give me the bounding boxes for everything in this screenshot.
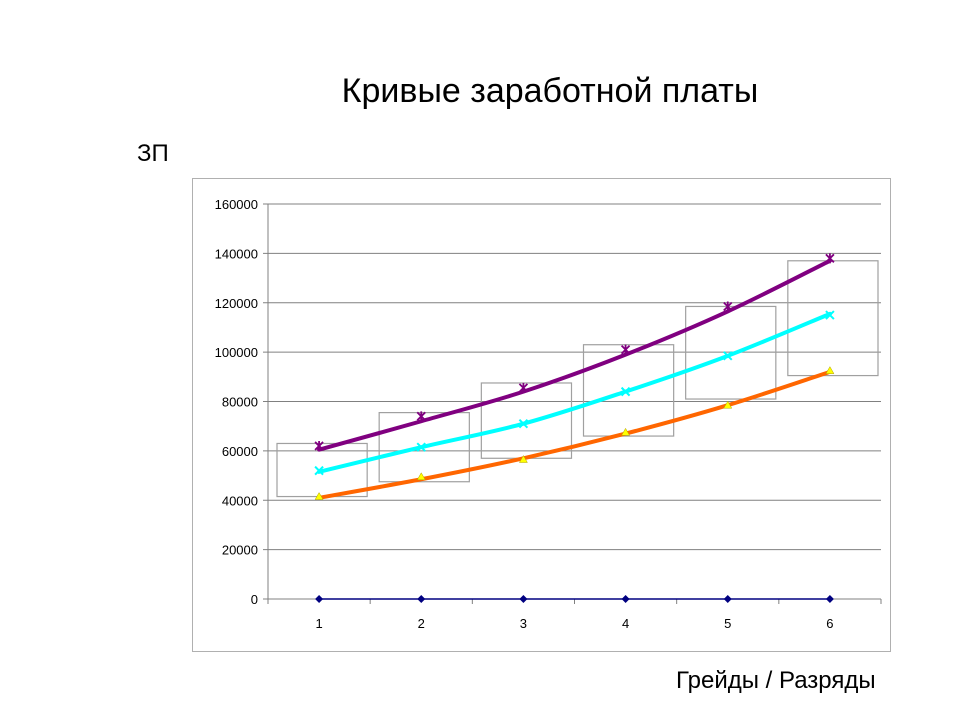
x-tick-label: 1	[315, 616, 322, 631]
y-tick-label: 120000	[215, 296, 258, 311]
chart-title: Кривые заработной платы	[341, 72, 759, 110]
data-point	[825, 310, 835, 320]
chart-area	[192, 178, 891, 652]
data-point	[621, 595, 630, 603]
y-tick-label: 140000	[215, 246, 258, 261]
data-point	[825, 366, 835, 374]
data-point	[314, 465, 324, 476]
data-point	[620, 344, 631, 355]
y-tick-label: 80000	[222, 395, 258, 410]
data-point	[315, 595, 324, 603]
data-point	[416, 472, 426, 481]
grade-range-box	[582, 344, 675, 437]
y-tick-label: 100000	[215, 345, 258, 360]
x-tick-label: 6	[826, 616, 833, 631]
grade-range-box	[685, 305, 777, 400]
data-point	[620, 386, 631, 397]
y-axis-label: ЗП	[137, 140, 169, 167]
data-point	[825, 253, 835, 264]
data-point	[417, 595, 426, 603]
y-tick-label: 60000	[222, 444, 258, 459]
data-point	[723, 595, 732, 603]
data-point	[723, 400, 733, 409]
data-point	[314, 440, 324, 451]
trendline	[317, 311, 832, 474]
x-tick-label: 2	[418, 616, 425, 631]
data-point	[416, 411, 426, 422]
x-tick-label: 3	[520, 616, 527, 631]
data-point	[723, 351, 733, 361]
trendline	[317, 369, 832, 500]
data-point	[314, 492, 324, 500]
data-point	[825, 595, 834, 603]
y-tick-label: 20000	[222, 543, 258, 558]
y-tick-label: 0	[251, 592, 258, 607]
trendline	[317, 258, 832, 452]
y-tick-label: 160000	[215, 197, 258, 212]
x-tick-label: 4	[622, 616, 629, 631]
x-axis-label: Грейды / Разряды	[676, 667, 876, 694]
data-point	[621, 427, 631, 436]
data-point	[519, 595, 528, 603]
y-tick-label: 40000	[222, 493, 258, 508]
x-tick-label: 5	[724, 616, 731, 631]
data-point	[518, 455, 528, 463]
data-point	[518, 382, 529, 393]
data-point	[723, 301, 733, 312]
data-point	[416, 442, 426, 452]
data-point	[518, 419, 529, 429]
